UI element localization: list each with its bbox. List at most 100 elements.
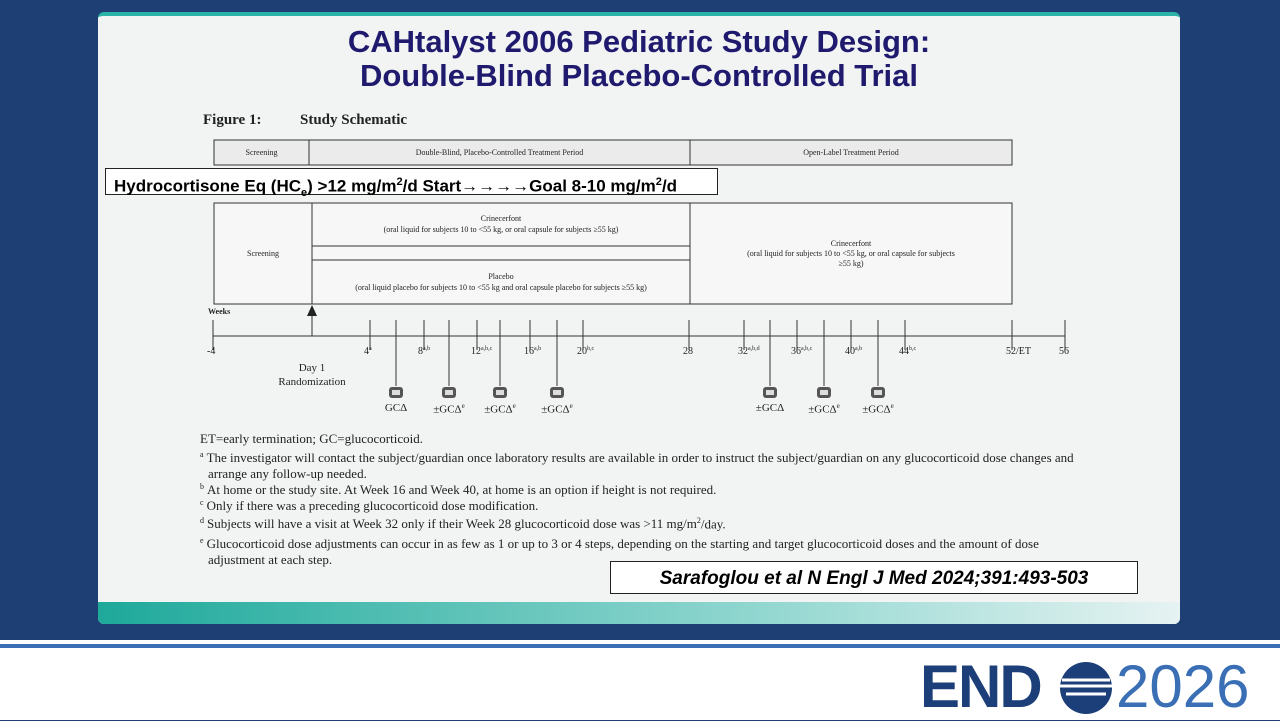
call-label: ±GCΔ [730, 402, 810, 414]
week-label: 4a [364, 346, 372, 357]
figure-label: Figure 1: [203, 112, 262, 128]
arm-label: Crinecerfont [480, 214, 522, 223]
phone-icon [553, 390, 561, 395]
footnote-mark: d [200, 516, 204, 525]
week-number: 52/ET [1006, 346, 1031, 357]
banner-sup: 2 [396, 176, 403, 188]
call-label: ±GCΔe [784, 402, 864, 416]
week-number: 8 [418, 346, 423, 357]
week-note: a,b,c [481, 346, 493, 352]
weeks-label: Weeks [208, 307, 231, 316]
week-label: 36a,b,c [791, 346, 812, 357]
footnote-text: Glucocorticoid dose adjustments can occu… [206, 536, 1039, 568]
call-text: ±GCΔ [484, 403, 513, 416]
week-number: 36 [791, 346, 801, 357]
call-label: ±GCΔe [838, 402, 918, 416]
logo-globe [1060, 662, 1112, 714]
footnote-text: At home or the study site. At Week 16 an… [207, 482, 717, 498]
call-text: ±GCΔ [755, 402, 785, 414]
week-label: 28 [683, 346, 693, 357]
week-number: 28 [683, 346, 693, 357]
week-number: 32 [738, 346, 748, 357]
banner-text: /d Start→→→→Goal 8-10 mg/m [402, 176, 656, 196]
footnote: e Glucocorticoid dose adjustments can occ… [200, 533, 1088, 568]
week-label: 16a,b [524, 346, 541, 357]
call-label: ±GCΔe [409, 402, 489, 416]
title: Double-Blind Placebo-Controlled Trial [359, 58, 919, 93]
day1: Day 1 [298, 362, 326, 374]
week-number: -4 [207, 346, 216, 357]
slide: CAHtalyst 2006 Pediatric Study Design: D… [98, 12, 1180, 624]
footnote-text: The investigator will contact the subjec… [206, 450, 1074, 482]
arm-detail: (oral liquid for subjects 10 to <55 kg, … [383, 225, 619, 234]
citation: Sarafoglou et al N Engl J Med 2024;391:4… [610, 561, 1138, 594]
week-number: 4 [364, 346, 369, 357]
week-label: 44b,c [899, 346, 916, 357]
footnote-text: Only if there was a preceding glucocorti… [206, 498, 539, 514]
footnote-sup: 2 [696, 516, 701, 525]
phone-icon [874, 390, 882, 395]
week-note: a,b [855, 346, 863, 352]
footnote: b At home or the study site. At Week 16 a… [200, 479, 1088, 498]
call-note: e [461, 402, 465, 410]
week-number: 12 [471, 346, 481, 357]
footnote: c Only if there was a preceding glucocort… [200, 495, 1088, 514]
footer-bar [98, 602, 1180, 624]
arm-label: Placebo [488, 272, 514, 281]
footnote-mark: c [200, 498, 204, 507]
call-note: e [569, 402, 573, 410]
call-text: ±GCΔ [808, 403, 837, 416]
week-note: a,b [534, 346, 542, 352]
week-note: a [369, 346, 372, 352]
week-label: 56 [1059, 346, 1069, 357]
figure-caption: Study Schematic [300, 112, 408, 128]
banner-text: Hydrocortisone Eq (HC [114, 176, 302, 196]
footnote-mark: e [200, 536, 204, 545]
week-label: 52/ET [1006, 346, 1031, 357]
footnote-text: Subjects will have a visit at Week 32 on… [207, 516, 697, 532]
logo-end: END [920, 653, 1043, 720]
footnote: d Subjects will have a visit at Week 32 o… [200, 513, 1088, 532]
arm-detail: ≥55 kg) [838, 259, 864, 268]
period: Screening [245, 148, 278, 157]
week-number: 44 [899, 346, 909, 357]
period: Open-Label Treatment Period [803, 148, 899, 157]
call-note: e [890, 402, 894, 410]
phone-icon [392, 390, 400, 395]
arm-detail: (oral liquid for subjects 10 to <55 kg, … [747, 249, 955, 258]
phone-icon [496, 390, 504, 395]
logo-year: 2026 [1116, 653, 1250, 720]
call-note: e [836, 402, 840, 410]
week-number: 56 [1059, 346, 1069, 357]
dose-banner: Hydrocortisone Eq (HCe) >12 mg/m2/d Star… [105, 168, 718, 199]
week-note: a,b,c [801, 346, 813, 352]
week-number: 16 [524, 346, 534, 357]
call-label: ±GCΔ e [460, 402, 540, 416]
week-label: 12a,b,c [471, 346, 492, 357]
phone-icon [445, 390, 453, 395]
title: CAHtalyst 2006 Pediatric Study Design: [347, 24, 931, 59]
arm-label: Screening [247, 249, 279, 258]
call-label: GCΔ [356, 402, 436, 414]
banner-sub: e [301, 187, 308, 200]
period: Double-Blind, Placebo-Controlled Treatme… [415, 148, 584, 157]
footnote-mark: b [200, 482, 204, 491]
abbreviations: ET=early termination; GC=glucocorticoid. [200, 431, 423, 446]
footnote-mark: a [200, 450, 204, 459]
week-note: a,b,d [748, 346, 760, 352]
call-text: ±GCΔ [433, 403, 462, 416]
call-text: ±GCΔ [862, 403, 891, 416]
banner-text: /d [661, 176, 678, 196]
week-label: 8a,b [418, 346, 430, 357]
arm-detail: (oral liquid placebo for subjects 10 to … [355, 283, 647, 292]
day1: Randomization [278, 376, 346, 388]
call-label: ±GCΔe [517, 402, 597, 416]
week-number: 40 [845, 346, 855, 357]
week-number: 20 [577, 346, 587, 357]
phone-icon [820, 390, 828, 395]
phone-icon [766, 390, 774, 395]
week-note: a,b [423, 346, 431, 352]
footer: END 2026 [0, 640, 1280, 720]
